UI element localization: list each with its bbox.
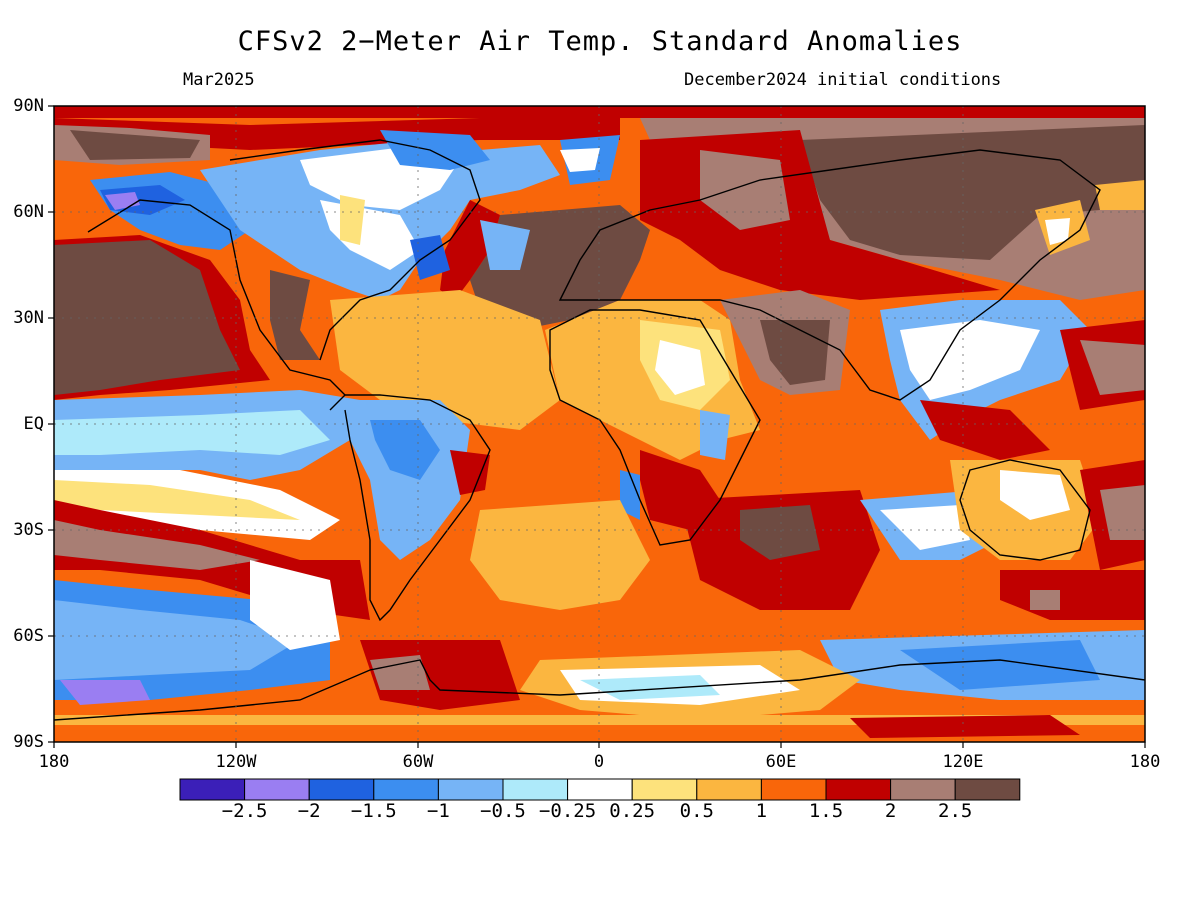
- graticule: [54, 106, 1145, 742]
- chart-title: CFSv2 2−Meter Air Temp. Standard Anomali…: [237, 26, 963, 57]
- colorbar-swatch: [308, 778, 375, 801]
- colorbar-tick-label: 1.5: [808, 800, 844, 822]
- lat-label-90n: 90N: [13, 96, 44, 116]
- colorbar-swatch: [244, 778, 310, 801]
- colorbar-swatch: [696, 778, 762, 801]
- colorbar-tick-label: −1.5: [350, 800, 397, 822]
- lon-label-0: 0: [593, 752, 605, 772]
- colorbar-swatch: [502, 778, 569, 801]
- colorbar-tick-label: −0.25: [538, 800, 597, 822]
- lon-label-120e: 120E: [942, 752, 984, 772]
- colorbar-swatch: [890, 778, 956, 801]
- region-pacific-brown: [54, 240, 240, 395]
- colorbar-swatch: [373, 778, 439, 801]
- lat-label-30s: 30S: [13, 520, 44, 540]
- lon-label-180w: 180: [38, 752, 70, 772]
- colorbar-tick-label: −1: [426, 800, 450, 822]
- axis-ticks: [48, 105, 1146, 748]
- lat-label-eq: EQ: [23, 414, 44, 434]
- lon-label-120w: 120W: [215, 752, 257, 772]
- colorbar-swatch: [179, 778, 246, 801]
- colorbar-swatch: [760, 778, 827, 801]
- colorbar-tick-label: 2.5: [938, 800, 973, 822]
- colorbar-tick-label: −0.5: [480, 800, 526, 822]
- colorbar-tick-label: 2: [884, 800, 897, 822]
- colorbar-tick-label: 0.5: [679, 800, 714, 822]
- lon-label-60e: 60E: [765, 752, 797, 772]
- colorbar-tick-label: 0.25: [609, 800, 656, 822]
- colorbar-swatch: [954, 778, 1021, 801]
- colorbar-tick-label: −2.5: [221, 800, 268, 822]
- colorbar: [179, 778, 1021, 801]
- initial-conditions: December2024 initial conditions: [684, 70, 1002, 90]
- colorbar-swatch: [567, 778, 633, 801]
- colorbar-swatch: [631, 778, 698, 801]
- forecast-month: Mar2025: [183, 70, 255, 90]
- lat-label-90s: 90S: [13, 732, 44, 752]
- colorbar-tick-label: −2: [297, 800, 321, 822]
- lat-label-30n: 30N: [13, 308, 44, 328]
- lat-label-60n: 60N: [13, 202, 44, 222]
- colorbar-swatch: [825, 778, 892, 801]
- lon-label-180e: 180: [1129, 752, 1161, 772]
- colorbar-swatch: [437, 778, 504, 801]
- lat-label-60s: 60S: [13, 626, 44, 646]
- coastlines: [54, 139, 1145, 721]
- colorbar-tick-label: 1: [755, 800, 768, 822]
- lon-label-60w: 60W: [402, 752, 434, 772]
